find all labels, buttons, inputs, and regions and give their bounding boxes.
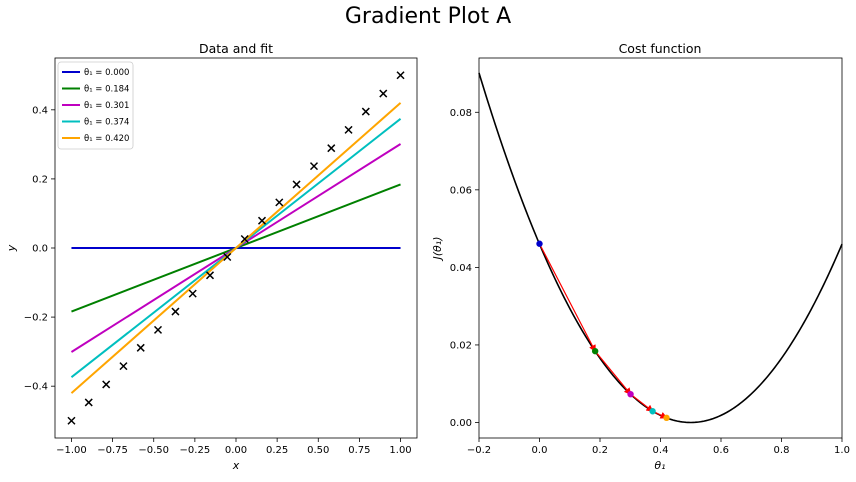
right-x-tick-label: 0.8	[774, 445, 790, 456]
legend-box	[57, 61, 134, 150]
descent-point-3	[649, 408, 656, 415]
descent-point-0	[536, 240, 543, 247]
data-point-marker	[171, 307, 180, 316]
fit-lines	[70, 102, 402, 394]
right-x-tick-label: 0.6	[713, 445, 729, 456]
data-point-marker	[205, 271, 215, 280]
data-point-marker	[153, 325, 163, 334]
right-panel-title: Cost function	[619, 41, 702, 56]
left-x-tick-label: 0.25	[266, 445, 288, 456]
left-x-tick-label: 0.00	[225, 445, 247, 456]
right-y-ticks: 0.00 0.02 0.04 0.06 0.08	[450, 108, 479, 429]
right-x-tick-label: 0.0	[532, 445, 548, 456]
left-y-axis-label: y	[5, 244, 18, 252]
right-y-tick-label: 0.06	[450, 185, 472, 196]
data-and-fit-panel: Data and fit −1.00 −0.75 −0.50 −0.25 0.00 0.2…	[5, 41, 418, 472]
descent-arrow-1	[594, 350, 632, 396]
descent-point-1	[591, 347, 599, 355]
data-point-marker	[67, 416, 76, 425]
descent-point-4	[663, 414, 670, 422]
data-points	[67, 71, 405, 425]
data-point-marker	[396, 71, 405, 80]
descent-points	[536, 240, 670, 422]
right-y-tick-label: 0.08	[450, 108, 472, 119]
legend-label-4: θ₁ = 0.420	[84, 134, 129, 144]
left-x-tick-label: −1.00	[56, 445, 87, 456]
figure-title: Gradient Plot A	[345, 4, 511, 29]
left-y-tick-label: 0.2	[32, 174, 48, 185]
right-y-axis-label: J(θ₁)	[431, 237, 444, 262]
left-x-axis-label: x	[232, 459, 240, 472]
left-x-tick-label: −0.50	[138, 445, 169, 456]
fit-line-4	[70, 102, 402, 394]
data-point-marker	[327, 144, 336, 153]
data-point-marker	[84, 398, 93, 407]
data-point-marker	[361, 107, 370, 116]
descent-arrow-0	[538, 243, 596, 353]
legend-label-2: θ₁ = 0.301	[84, 101, 129, 111]
legend-label-0: θ₁ = 0.000	[84, 68, 129, 78]
data-point-marker	[292, 180, 301, 189]
right-x-tick-label: 1.0	[834, 445, 850, 456]
left-y-tick-label: 0.4	[32, 105, 48, 116]
data-point-marker	[119, 362, 128, 371]
left-x-tick-label: −0.25	[180, 445, 211, 456]
right-y-tick-label: 0.02	[450, 340, 472, 351]
data-point-marker	[309, 162, 319, 171]
data-point-marker	[223, 252, 232, 262]
data-point-marker	[379, 89, 388, 98]
right-x-tick-label: −0.2	[467, 445, 491, 456]
descent-arrow-2	[630, 393, 654, 412]
right-plot-area	[479, 58, 842, 438]
left-x-ticks: −1.00 −0.75 −0.50 −0.25 0.00 0.25 0.50 0.75 1.00	[56, 438, 412, 456]
left-panel-title: Data and fit	[199, 41, 273, 56]
descent-arrows	[538, 243, 668, 419]
data-point-marker	[344, 125, 353, 134]
cost-function-panel: Cost function −0.2 0.0 0.2 0.4 0.6 0.8 1.0 0.0…	[431, 41, 850, 472]
left-y-tick-label: −0.2	[24, 313, 48, 324]
legend-label-3: θ₁ = 0.374	[84, 118, 129, 128]
data-point-marker	[102, 380, 111, 389]
left-y-ticks: −0.4 −0.2 0.0 0.2 0.4	[24, 105, 55, 393]
right-x-tick-label: 0.4	[653, 445, 669, 456]
descent-point-2	[627, 390, 634, 398]
left-x-tick-label: −0.75	[97, 445, 128, 456]
data-point-marker	[275, 198, 284, 207]
right-y-tick-label: 0.04	[450, 263, 472, 274]
left-y-tick-label: 0.0	[32, 244, 48, 255]
left-x-tick-label: 0.75	[348, 445, 370, 456]
data-point-marker	[257, 216, 267, 225]
data-point-marker	[136, 343, 145, 352]
data-point-marker	[240, 234, 249, 244]
right-y-tick-label: 0.00	[450, 418, 472, 429]
left-y-tick-label: −0.4	[24, 382, 48, 393]
right-x-tick-label: 0.2	[592, 445, 608, 456]
legend: θ₁ = 0.000 θ₁ = 0.184 θ₁ = 0.301 θ₁ = 0.374…	[57, 61, 134, 150]
left-x-tick-label: 0.50	[307, 445, 329, 456]
right-x-ticks: −0.2 0.0 0.2 0.4 0.6 0.8 1.0	[467, 438, 850, 456]
right-x-axis-label: θ₁	[654, 459, 665, 472]
data-point-marker	[188, 289, 197, 298]
legend-label-1: θ₁ = 0.184	[84, 85, 129, 95]
left-x-tick-label: 1.00	[389, 445, 411, 456]
